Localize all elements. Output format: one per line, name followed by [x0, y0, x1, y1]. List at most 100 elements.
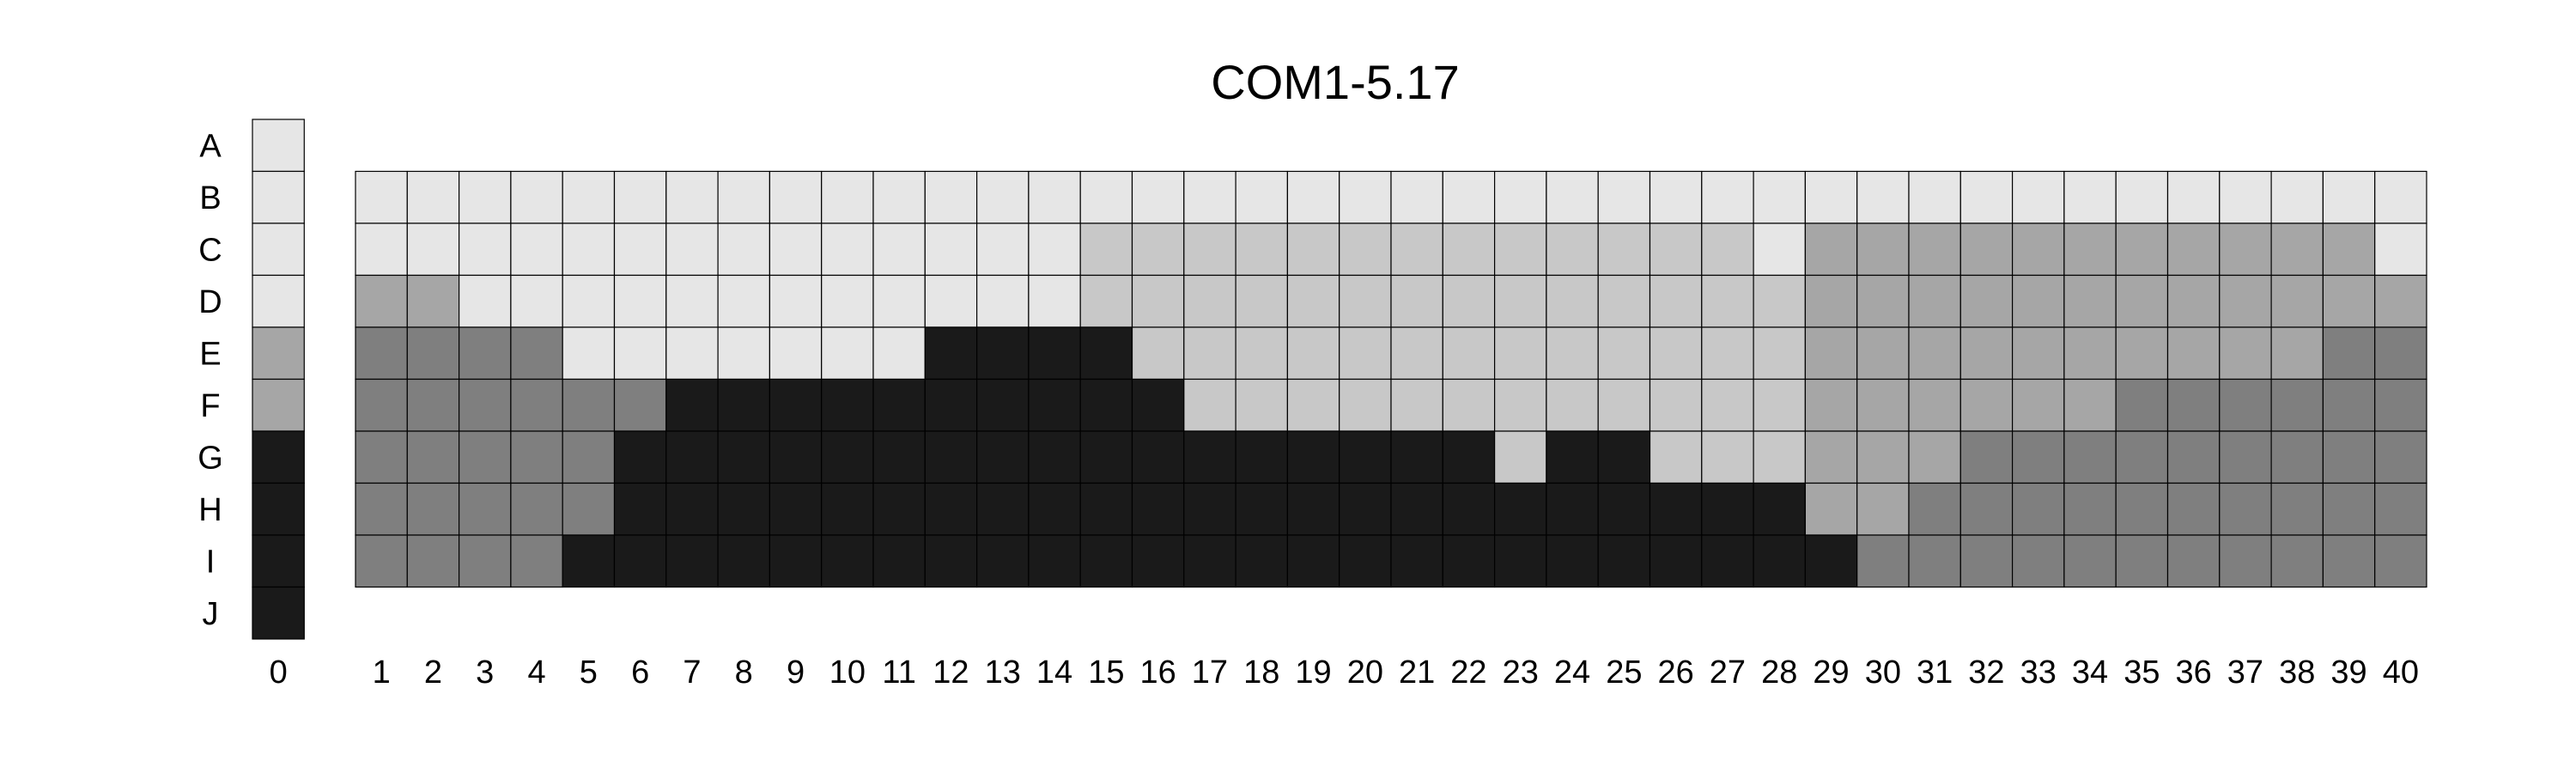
column-label-6: 6 [631, 654, 649, 691]
column-label-5: 5 [580, 654, 598, 691]
grid-cell-f-40 [2374, 378, 2427, 432]
reference-cell-e [252, 326, 305, 380]
grid-cell-i-15 [1079, 534, 1133, 588]
grid-cell-g-3 [458, 430, 512, 484]
grid-cell-c-9 [769, 222, 823, 277]
grid-cell-h-9 [769, 482, 823, 536]
grid-cell-g-22 [1442, 430, 1496, 484]
grid-cell-e-37 [2219, 326, 2272, 380]
reference-cell-b [252, 170, 305, 224]
grid-cell-i-11 [872, 534, 926, 588]
grid-cell-e-14 [1028, 326, 1081, 380]
grid-cell-g-9 [769, 430, 823, 484]
grid-cell-e-20 [1339, 326, 1392, 380]
grid-cell-b-39 [2322, 170, 2376, 224]
grid-cell-f-36 [2166, 378, 2221, 432]
grid-cell-h-1 [355, 482, 408, 536]
grid-cell-e-21 [1390, 326, 1443, 380]
grid-cell-d-15 [1079, 274, 1133, 328]
grid-cell-h-28 [1753, 482, 1806, 536]
reference-cell-a [252, 119, 305, 173]
grid-cell-c-14 [1028, 222, 1081, 277]
grid-cell-c-38 [2270, 222, 2324, 277]
grid-cell-g-26 [1649, 430, 1703, 484]
grid-cell-d-36 [2166, 274, 2221, 328]
grid-cell-c-11 [872, 222, 926, 277]
grid-cell-i-3 [458, 534, 512, 588]
column-label-16: 16 [1140, 654, 1176, 691]
grid-cell-b-9 [769, 170, 823, 224]
grid-cell-i-18 [1235, 534, 1288, 588]
grid-cell-e-7 [665, 326, 719, 380]
grid-cell-i-35 [2115, 534, 2169, 588]
column-label-28: 28 [1761, 654, 1797, 691]
grid-cell-h-27 [1701, 482, 1754, 536]
grid-cell-b-36 [2166, 170, 2221, 224]
grid-cell-h-5 [562, 482, 616, 536]
column-label-14: 14 [1036, 654, 1072, 691]
grid-cell-g-7 [665, 430, 719, 484]
grid-cell-i-29 [1804, 534, 1858, 588]
column-label-9: 9 [787, 654, 805, 691]
grid-cell-g-23 [1493, 430, 1547, 484]
column-label-34: 34 [2072, 654, 2108, 691]
grid-cell-b-38 [2270, 170, 2324, 224]
grid-cell-b-34 [2063, 170, 2117, 224]
grid-cell-c-25 [1597, 222, 1651, 277]
grid-cell-f-37 [2219, 378, 2272, 432]
grid-cell-e-34 [2063, 326, 2117, 380]
grid-cell-g-18 [1235, 430, 1288, 484]
grid-cell-b-12 [924, 170, 978, 224]
grid-cell-d-32 [1959, 274, 2014, 328]
reference-cell-f [252, 378, 305, 432]
grid-cell-i-25 [1597, 534, 1651, 588]
grid-cell-b-26 [1649, 170, 1703, 224]
grid-cell-b-11 [872, 170, 926, 224]
grid-cell-g-25 [1597, 430, 1651, 484]
grid-cell-b-33 [2012, 170, 2065, 224]
column-label-15: 15 [1088, 654, 1124, 691]
column-label-10: 10 [829, 654, 866, 691]
grid-cell-c-1 [355, 222, 408, 277]
grid-cell-d-5 [562, 274, 616, 328]
grid-cell-e-11 [872, 326, 926, 380]
grid-cell-f-5 [562, 378, 616, 432]
grid-cell-d-17 [1183, 274, 1236, 328]
grid-cell-g-13 [975, 430, 1030, 484]
row-label-a: A [199, 128, 222, 164]
grid-cell-e-30 [1856, 326, 1910, 380]
grid-cell-b-15 [1079, 170, 1133, 224]
grid-cell-h-21 [1390, 482, 1443, 536]
grid-cell-h-25 [1597, 482, 1651, 536]
grid-cell-e-31 [1908, 326, 1961, 380]
grid-cell-c-35 [2115, 222, 2169, 277]
grid-cell-e-13 [975, 326, 1030, 380]
grid-cell-h-37 [2219, 482, 2272, 536]
chart-title: COM1-5.17 [1211, 55, 1459, 109]
grid-cell-e-27 [1701, 326, 1754, 380]
column-label-35: 35 [2123, 654, 2160, 691]
column-label-25: 25 [1606, 654, 1642, 691]
column-label-2: 2 [424, 654, 442, 691]
grid-cell-h-35 [2115, 482, 2169, 536]
grid-cell-g-20 [1339, 430, 1392, 484]
column-label-31: 31 [1917, 654, 1953, 691]
grid-cell-h-40 [2374, 482, 2427, 536]
grid-cell-h-18 [1235, 482, 1288, 536]
grid-cell-c-13 [975, 222, 1030, 277]
grid-cell-d-11 [872, 274, 926, 328]
grid-cell-b-6 [613, 170, 667, 224]
grid-cell-b-13 [975, 170, 1030, 224]
grid-cell-i-20 [1339, 534, 1392, 588]
grid-cell-g-4 [510, 430, 563, 484]
grid-cell-g-1 [355, 430, 408, 484]
grid-cell-e-1 [355, 326, 408, 380]
grid-cell-d-27 [1701, 274, 1754, 328]
grid-cell-d-9 [769, 274, 823, 328]
column-label-1: 1 [373, 654, 391, 691]
grid-cell-c-8 [717, 222, 770, 277]
grid-cell-g-29 [1804, 430, 1858, 484]
grid-cell-e-24 [1546, 326, 1599, 380]
grid-cell-d-29 [1804, 274, 1858, 328]
grid-cell-b-20 [1339, 170, 1392, 224]
